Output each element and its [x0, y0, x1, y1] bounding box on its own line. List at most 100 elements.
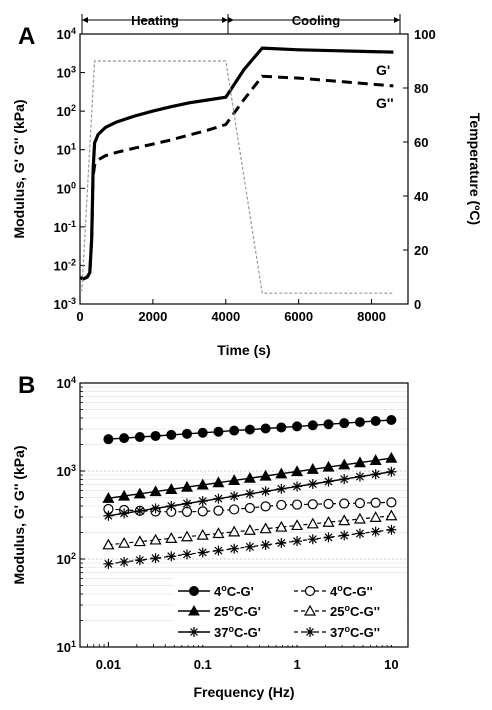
series-line-temperature	[80, 60, 394, 294]
panel-b-series	[102, 414, 398, 569]
panel-b-legend: 4oC-G' 4oC-G'' 25oC-G' 25oC-G''	[174, 577, 406, 645]
b-series-0	[103, 414, 397, 445]
a-x-tick-label-4: 8000	[357, 309, 386, 324]
legend-suffix-37c-g-double-prime: C-G''	[350, 625, 380, 640]
legend-prefix-37c-g-prime: 37	[214, 625, 228, 640]
degree-mark: o	[228, 624, 234, 634]
b-point-5-0	[103, 558, 114, 569]
b-point-0-12	[292, 421, 303, 432]
b-point-4-1	[119, 508, 130, 519]
legend-label-37c-g-double-prime: 37oC-G''	[330, 624, 380, 640]
star-stroke	[324, 533, 333, 542]
b-point-5-14	[323, 532, 334, 543]
legend-item-25c-g-prime: 25oC-G'	[178, 603, 261, 619]
b-point-5-17	[370, 526, 381, 537]
a-y2-tick-label-0: 0	[414, 297, 421, 312]
b-x-tick-label-0: 0.01	[96, 657, 121, 672]
legend-suffix-4c-g-double-prime: C-G''	[343, 584, 373, 599]
star-stroke	[308, 479, 317, 489]
legend-prefix-4c-g-double-prime: 4	[330, 584, 338, 599]
b-point-3-10	[259, 522, 272, 534]
a-y2-tick-label-4: 80	[414, 81, 428, 96]
b-x-tick-label-3: 10	[384, 657, 398, 672]
b-point-3-2	[133, 535, 146, 547]
heating-arrow-left	[82, 17, 88, 23]
legend-item-4c-g-prime: 4oC-G'	[178, 583, 254, 599]
b-point-1-12	[291, 499, 303, 510]
b-point-2-0	[102, 492, 115, 503]
b-y-tick-label-2: 103	[57, 463, 76, 479]
a-y-tick-label-2: 10-1	[54, 219, 76, 235]
legend-prefix-4c-g-prime: 4	[214, 584, 222, 599]
legend-suffix-4c-g-prime: C-G'	[227, 584, 254, 599]
b-series-1	[103, 497, 397, 517]
panel-a-ticks: 0 2000 4000 6000 8000 10-3 10-2 10-1 100 101 102 10…	[54, 26, 436, 324]
a-y-tick-label-5: 102	[57, 103, 76, 119]
b-x-tick-label-1: 0.1	[194, 657, 212, 672]
legend-background	[174, 577, 406, 645]
b-y-tick-label-1: 102	[57, 551, 76, 567]
b-series-3	[102, 509, 398, 550]
a-y2-tick-label-5: 100	[414, 27, 436, 42]
b-point-1-14	[323, 498, 334, 509]
b-series-5	[103, 524, 397, 569]
b-point-4-11	[276, 483, 287, 494]
b-point-1-6	[197, 506, 208, 517]
a-x-tick-label-0: 0	[76, 309, 83, 324]
a-y-tick-label-0: 10-3	[54, 296, 76, 312]
b-point-1-13	[307, 499, 318, 510]
b-point-1-11	[276, 499, 287, 511]
a-y-tick-label-6: 103	[57, 65, 76, 81]
b-point-4-5	[182, 498, 193, 509]
degree-mark: o	[344, 603, 350, 613]
panel-a: A Heating Cooling 0 2000 4000 6000 8000 10-3 1…	[11, 13, 483, 358]
b-point-3-8	[228, 525, 241, 537]
b-point-3-1	[118, 536, 131, 548]
star-stroke	[245, 489, 254, 498]
star-stroke	[182, 550, 192, 559]
panel-b: B 101 102 103 104 0.01 0.1 1 10 4oC-G' 4oC-G'' …	[11, 372, 409, 700]
star-stroke	[277, 484, 286, 493]
b-point-0-6	[197, 427, 208, 438]
star-stroke	[135, 506, 144, 515]
b-point-5-16	[354, 528, 365, 539]
degree-mark: o	[344, 624, 350, 634]
b-point-4-7	[213, 493, 224, 504]
legend-prefix-37c-g-double-prime: 37	[330, 625, 344, 640]
legend-item-25c-g-double-prime: 25oC-G''	[294, 603, 380, 619]
b-point-5-13	[307, 534, 318, 545]
legend-marker-37c-g-prime	[189, 627, 199, 637]
b-point-1-8	[229, 504, 240, 515]
b-y-tick-label-3: 104	[57, 375, 76, 391]
b-point-5-1	[119, 556, 130, 567]
b-point-4-12	[292, 481, 303, 492]
b-point-5-9	[244, 541, 255, 552]
b-point-2-12	[291, 465, 304, 477]
b-point-0-17	[370, 416, 381, 427]
b-point-4-10	[260, 486, 271, 497]
a-y-tick-label-4: 101	[57, 142, 76, 158]
b-point-0-15	[339, 418, 350, 429]
a-x-tick-label-3: 6000	[284, 309, 313, 324]
a-y-tick-label-7: 104	[57, 26, 76, 42]
legend-label-25c-g-prime: 25oC-G'	[214, 603, 261, 619]
b-point-1-10	[260, 501, 271, 512]
b-point-0-7	[213, 426, 224, 437]
b-y-tick-label-0: 101	[57, 639, 76, 655]
b-point-3-11	[275, 520, 288, 532]
star-stroke	[308, 535, 317, 544]
legend-marker-4c-g-prime	[189, 586, 199, 596]
b-point-2-4	[165, 483, 178, 494]
b-point-3-0	[102, 538, 115, 550]
b-point-1-7	[213, 505, 224, 516]
b-point-5-11	[276, 538, 287, 549]
panel-a-x-axis-title: Time (s)	[217, 342, 270, 358]
b-point-3-9	[243, 524, 256, 535]
b-point-2-7	[212, 476, 225, 488]
b-point-4-18	[386, 466, 397, 477]
b-point-2-2	[133, 487, 146, 499]
b-series-2	[102, 451, 398, 503]
b-point-5-5	[182, 549, 193, 560]
